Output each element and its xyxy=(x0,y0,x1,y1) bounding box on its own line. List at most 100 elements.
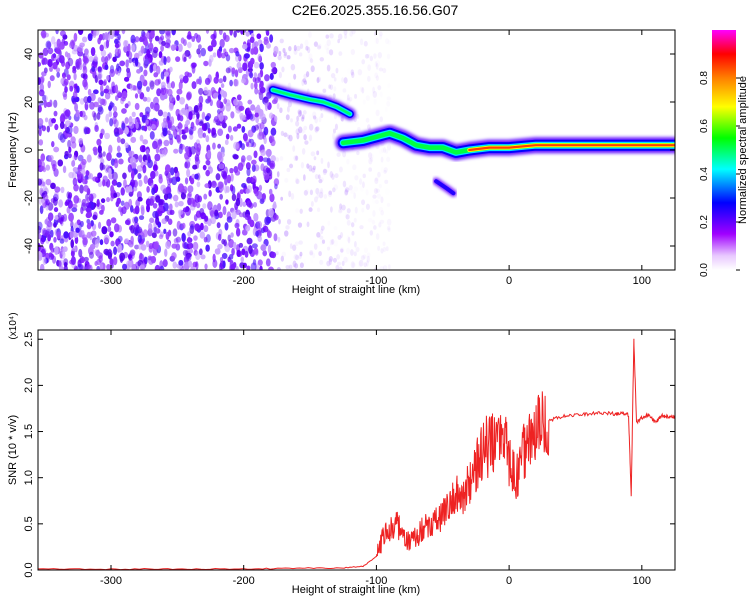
noise-speckle xyxy=(44,117,49,123)
noise-speckle xyxy=(246,237,253,245)
noise-speckle xyxy=(56,231,61,240)
fading-speckle xyxy=(306,163,310,169)
spectrogram-x-axis: -300 -200 -100 0 100 xyxy=(100,30,651,287)
noise-speckle xyxy=(53,236,57,243)
fading-speckle xyxy=(287,101,292,108)
fading-speckle xyxy=(301,79,305,86)
noise-speckle xyxy=(239,197,243,208)
noise-speckle xyxy=(154,240,160,249)
noise-speckle xyxy=(133,85,138,91)
noise-speckle xyxy=(94,261,98,266)
noise-speckle xyxy=(126,218,131,226)
noise-speckle xyxy=(167,229,172,237)
fading-speckle xyxy=(351,230,355,236)
fading-speckle xyxy=(330,206,333,213)
noise-speckle xyxy=(98,255,103,263)
spectrogram-y-tick-label: -20 xyxy=(23,190,35,206)
noise-speckle xyxy=(217,151,223,161)
noise-speckle xyxy=(122,172,127,180)
noise-speckle xyxy=(66,74,71,81)
noise-speckle xyxy=(177,43,183,53)
noise-speckle xyxy=(238,105,245,111)
noise-speckle xyxy=(111,179,118,186)
noise-speckle xyxy=(196,143,202,153)
fading-speckle xyxy=(348,97,353,102)
fading-speckle xyxy=(297,110,302,118)
noise-speckle xyxy=(171,252,177,260)
fading-speckle xyxy=(372,90,378,98)
noise-speckle xyxy=(86,222,92,230)
noise-speckle xyxy=(40,236,45,245)
noise-speckle xyxy=(67,139,72,149)
noise-speckle xyxy=(57,260,62,268)
fading-speckle xyxy=(369,157,374,162)
noise-speckle xyxy=(254,124,260,131)
noise-speckle xyxy=(162,259,168,268)
noise-speckle xyxy=(251,164,256,172)
fading-speckle xyxy=(361,59,366,65)
noise-speckle xyxy=(77,30,84,35)
noise-speckle xyxy=(84,127,88,135)
fading-speckle xyxy=(370,153,374,159)
fading-speckle xyxy=(338,209,343,214)
noise-speckle xyxy=(120,96,126,102)
noise-speckle xyxy=(199,102,203,112)
fading-speckle xyxy=(332,93,336,100)
noise-speckle xyxy=(48,252,53,258)
noise-speckle xyxy=(93,101,99,108)
noise-speckle xyxy=(273,214,279,221)
noise-speckle xyxy=(186,168,191,178)
noise-speckle xyxy=(71,160,76,167)
noise-speckle xyxy=(268,266,274,270)
noise-speckle xyxy=(185,120,191,126)
fading-speckle xyxy=(333,184,339,191)
noise-speckle xyxy=(194,193,200,203)
noise-speckle xyxy=(253,212,259,222)
noise-speckle xyxy=(205,122,211,130)
noise-speckle xyxy=(148,119,153,127)
noise-speckle xyxy=(106,152,112,162)
noise-speckle xyxy=(225,199,229,205)
noise-speckle xyxy=(206,149,212,159)
noise-speckle xyxy=(227,234,231,242)
fading-speckle xyxy=(290,118,293,123)
fading-speckle xyxy=(297,222,303,228)
noise-speckle xyxy=(225,133,230,140)
fading-speckle xyxy=(326,260,331,267)
noise-speckle xyxy=(148,242,154,250)
noise-speckle xyxy=(123,178,127,189)
noise-speckle xyxy=(165,240,171,250)
noise-speckle xyxy=(64,109,71,117)
noise-speckle xyxy=(79,110,86,118)
noise-speckle xyxy=(104,56,108,65)
noise-speckle xyxy=(222,75,227,83)
noise-speckle xyxy=(205,30,210,34)
noise-speckle xyxy=(189,177,195,185)
noise-speckle xyxy=(152,103,157,111)
fading-speckle xyxy=(286,106,290,113)
noise-speckle xyxy=(149,217,155,224)
noise-speckle xyxy=(242,201,247,207)
noise-speckle xyxy=(254,77,261,83)
noise-speckle xyxy=(71,207,78,213)
fading-speckle xyxy=(305,188,310,195)
fading-speckle xyxy=(328,49,334,56)
fading-speckle xyxy=(374,72,379,79)
noise-speckle xyxy=(92,146,98,153)
fading-speckle xyxy=(289,163,294,169)
fading-speckle xyxy=(353,192,356,200)
noise-speckle xyxy=(51,53,57,62)
noise-speckle xyxy=(190,146,196,155)
fading-speckle xyxy=(338,51,343,56)
snr-series-line xyxy=(38,338,675,570)
fading-speckle xyxy=(340,116,344,122)
noise-speckle xyxy=(82,178,88,185)
noise-speckle xyxy=(146,48,151,58)
fading-speckle xyxy=(333,86,337,92)
fading-speckle xyxy=(309,114,313,121)
noise-speckle xyxy=(57,159,64,167)
noise-speckle xyxy=(56,71,61,78)
noise-speckle xyxy=(149,130,155,140)
noise-speckle xyxy=(55,47,61,55)
